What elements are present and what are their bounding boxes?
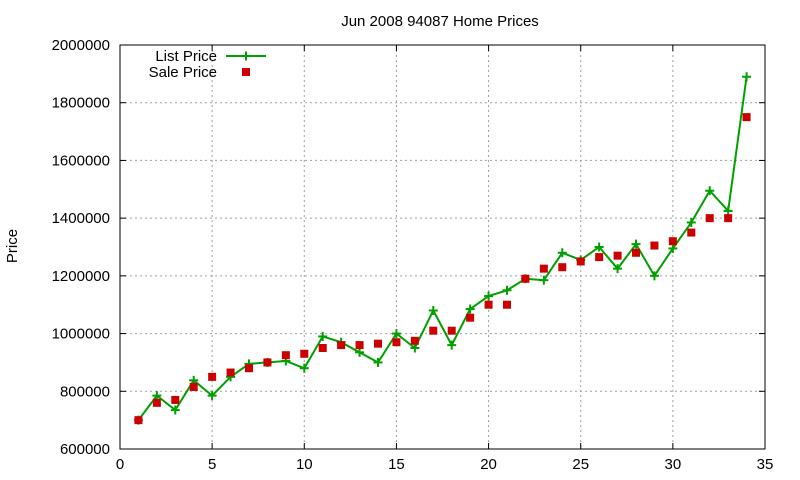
list-price-point — [373, 357, 383, 367]
list-price-point — [428, 305, 438, 315]
list-price-point — [668, 243, 678, 253]
list-price-point — [502, 285, 512, 295]
series — [133, 72, 752, 425]
sale-price-point — [576, 257, 585, 266]
sale-price-point — [355, 341, 364, 350]
sale-price-point — [318, 344, 327, 352]
y-tick-label: 1800000 — [52, 95, 110, 112]
legend-item: List Price — [155, 48, 266, 65]
y-tick-label: 600000 — [60, 441, 110, 458]
sale-price-point — [687, 228, 696, 237]
list-price-point — [631, 239, 641, 249]
sale-price-point — [668, 237, 677, 246]
x-tick-label: 35 — [757, 456, 774, 473]
sale-price-point — [521, 274, 530, 283]
list-price-point — [170, 405, 180, 415]
x-tick-label: 10 — [296, 456, 313, 473]
list-price-point — [447, 340, 457, 350]
sale-price-point — [171, 395, 180, 404]
sale-price-point — [337, 341, 346, 350]
list-price-point — [613, 264, 623, 274]
list-price-point — [594, 242, 604, 252]
x-tick-label: 20 — [480, 456, 497, 473]
x-tick-label: 0 — [116, 456, 124, 473]
x-tick-label: 15 — [388, 456, 405, 473]
list-price-point — [152, 391, 162, 401]
list-price-point — [410, 343, 420, 353]
x-tick-label: 5 — [208, 456, 216, 473]
sale-price-point — [503, 300, 511, 309]
list-price-point — [318, 331, 328, 341]
x-tick-label: 25 — [572, 456, 589, 473]
legend-item: Sale Price — [149, 64, 250, 81]
list-price-line — [137, 76, 748, 421]
sale-price-point — [392, 338, 401, 347]
y-tick-label: 1400000 — [52, 210, 110, 227]
series-sale-price — [134, 113, 751, 425]
y-tick-label: 1200000 — [52, 268, 110, 285]
list-price-point — [705, 186, 715, 196]
sale-price-point — [300, 349, 309, 358]
sale-price-point — [595, 253, 604, 262]
sale-price-point — [152, 398, 161, 407]
legend-label: Sale Price — [149, 64, 217, 81]
sale-price-point — [134, 416, 143, 425]
sale-price-point — [189, 382, 198, 391]
list-price-point — [484, 291, 494, 301]
list-price-point — [742, 72, 752, 82]
sale-price-point — [263, 358, 272, 367]
list-price-point — [355, 347, 365, 357]
chart-title: Jun 2008 94087 Home Prices — [341, 13, 539, 30]
sale-price-point — [281, 351, 290, 360]
list-price-point — [557, 248, 567, 258]
sale-price-point — [447, 326, 456, 335]
series-list-price — [133, 72, 752, 425]
x-tick-label: 30 — [665, 456, 682, 473]
sale-price-point — [539, 264, 548, 273]
sale-price-point — [245, 364, 253, 373]
sale-price-point — [742, 113, 751, 122]
list-price-point — [539, 275, 549, 285]
y-tick-label: 800000 — [60, 383, 110, 400]
sale-price-point — [558, 263, 567, 272]
sale-price-point — [410, 336, 419, 345]
y-tick-label: 1600000 — [52, 152, 110, 169]
legend-square-marker — [242, 68, 250, 76]
sale-price-point — [724, 214, 733, 223]
legend-label: List Price — [155, 48, 217, 65]
sale-price-point — [466, 313, 475, 322]
y-tick-label: 1000000 — [52, 326, 110, 343]
sale-price-point — [650, 241, 659, 250]
sale-price-point — [632, 248, 640, 257]
sale-price-point — [208, 372, 217, 381]
list-price-point — [207, 391, 217, 401]
axes: 0 5 10 15 20 25 30 35 600000 800000 1000000 1200000… — [52, 37, 774, 473]
list-price-point — [465, 304, 475, 314]
list-price-point — [686, 217, 696, 227]
grid — [120, 45, 765, 449]
sale-price-point — [226, 368, 235, 377]
plot-border — [119, 44, 766, 450]
list-price-point — [649, 271, 659, 281]
y-axis-label: Price — [4, 229, 21, 263]
list-price-point — [391, 329, 401, 339]
list-price-point — [723, 206, 733, 216]
sale-price-point — [613, 251, 622, 260]
sale-price-point — [429, 326, 438, 335]
list-price-point — [299, 363, 309, 373]
sale-price-point — [374, 339, 382, 348]
sale-price-point — [484, 300, 493, 309]
legend-plus-marker — [241, 51, 251, 61]
y-tick-label: 2000000 — [52, 37, 110, 54]
sale-price-point — [705, 214, 714, 223]
